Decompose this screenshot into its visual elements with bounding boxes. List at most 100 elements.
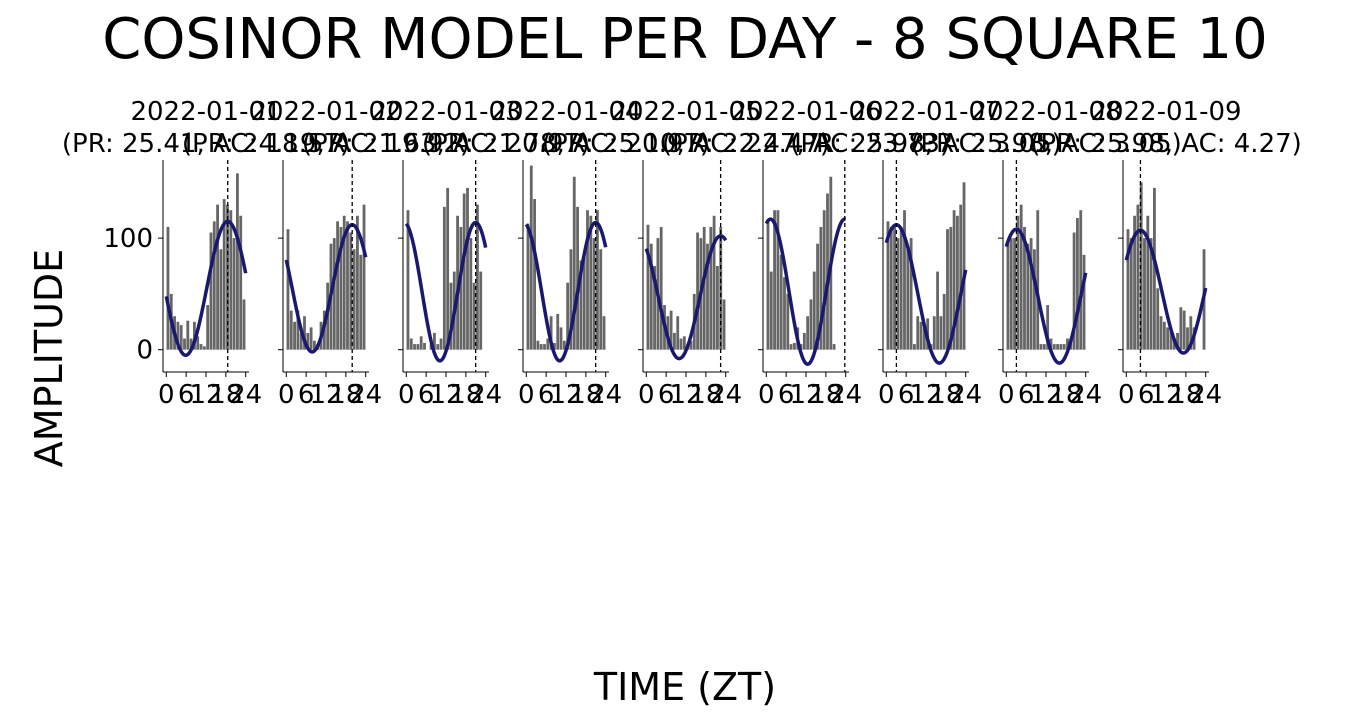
activity-bar <box>409 338 413 350</box>
activity-bar <box>166 226 170 350</box>
x-tick-label: 0 <box>518 380 535 410</box>
activity-bar <box>286 229 290 350</box>
x-tick-label: 18 <box>689 380 722 410</box>
activity-bar <box>806 316 810 350</box>
x-tick-label: 6 <box>898 380 915 410</box>
activity-bar <box>1029 238 1033 350</box>
activity-bar <box>313 340 316 350</box>
activity-bar <box>1159 316 1163 350</box>
x-tick-label: 12 <box>549 380 582 410</box>
panel-pr-ac-subtitle: (PR: 22.47, AC: 23.73) <box>662 129 950 159</box>
activity-bar <box>472 282 476 350</box>
x-tick-label: 0 <box>758 380 775 410</box>
activity-bar <box>1149 238 1153 350</box>
activity-bar <box>896 238 900 350</box>
activity-bar <box>206 305 210 350</box>
x-tick-label: 6 <box>538 380 555 410</box>
activity-bar <box>1049 338 1053 350</box>
panel-date-title: 2022-01-08 <box>970 97 1121 127</box>
cosinor-fit-line <box>164 219 248 357</box>
activity-bar <box>1189 316 1193 350</box>
activity-bar <box>586 210 589 350</box>
activity-bar <box>1179 307 1183 350</box>
activity-bar <box>582 254 586 350</box>
activity-bar <box>783 277 786 350</box>
activity-bar <box>786 293 790 350</box>
activity-bar <box>183 338 186 350</box>
activity-bar <box>202 346 206 350</box>
panel-date-title: 2022-01-04 <box>490 97 641 127</box>
activity-bar <box>659 226 663 350</box>
activity-bar <box>419 336 423 350</box>
panel-pr-ac-subtitle: (PR: 25.98, AC: 3.05) <box>910 129 1182 159</box>
activity-bar <box>1136 204 1140 350</box>
x-tick-label: 12 <box>1149 380 1182 410</box>
activity-bar <box>239 215 243 350</box>
activity-bar <box>466 187 469 350</box>
activity-bar <box>236 173 239 350</box>
activity-bar <box>673 332 676 350</box>
x-tick-label: 18 <box>929 380 962 410</box>
x-tick-label: 24 <box>949 380 982 410</box>
activity-bar <box>649 243 653 350</box>
activity-bar <box>822 210 826 350</box>
activity-bar <box>449 282 453 350</box>
activity-bar <box>476 204 479 350</box>
activity-bar <box>766 221 770 350</box>
activity-bar <box>549 316 553 350</box>
activity-bar <box>416 344 420 350</box>
activity-bar <box>459 226 463 350</box>
activity-bar <box>1146 215 1150 350</box>
activity-bar <box>209 232 213 350</box>
x-tick-label: 0 <box>878 380 895 410</box>
panel-pr-ac-subtitle: (PR: 25.98, AC: 4.27) <box>1030 129 1302 159</box>
activity-bar <box>299 332 303 350</box>
activity-bar <box>932 316 936 350</box>
activity-bar <box>1072 232 1076 350</box>
activity-bar <box>946 229 949 350</box>
activity-bar <box>689 340 693 350</box>
x-tick-label: 6 <box>1138 380 1155 410</box>
activity-bar <box>793 342 796 350</box>
activity-bar <box>569 249 573 350</box>
activity-bar <box>336 221 339 350</box>
x-tick-label: 18 <box>1049 380 1082 410</box>
activity-bar <box>1139 182 1143 350</box>
activity-bar <box>442 206 446 350</box>
activity-bar <box>406 210 410 350</box>
activity-bar <box>356 215 359 350</box>
activity-bar <box>232 238 236 350</box>
panel-date-title: 2022-01-03 <box>370 97 521 127</box>
activity-bar <box>812 271 816 350</box>
activity-bar <box>526 223 530 350</box>
activity-bar <box>556 313 560 350</box>
x-tick-label: 24 <box>1189 380 1222 410</box>
activity-bar <box>886 221 890 350</box>
activity-bar <box>956 215 959 350</box>
activity-bar <box>346 221 349 350</box>
panel-date-title: 2022-01-05 <box>610 97 761 127</box>
panel-date-title: 2022-01-06 <box>730 97 881 127</box>
activity-bar <box>1143 238 1146 350</box>
activity-bar <box>179 325 183 350</box>
activity-bar <box>599 249 603 350</box>
activity-bar <box>696 232 699 350</box>
activity-bar <box>1046 305 1050 350</box>
activity-bar <box>1133 215 1136 350</box>
activity-bar <box>199 344 203 350</box>
activity-bar <box>576 206 579 350</box>
activity-bar <box>536 340 540 350</box>
activity-bar <box>889 226 893 350</box>
x-tick-label: 0 <box>1118 380 1135 410</box>
activity-bar <box>229 210 233 350</box>
activity-bar <box>1052 344 1056 350</box>
activity-bar <box>529 165 533 350</box>
activity-bar <box>469 238 473 350</box>
x-tick-label: 6 <box>418 380 435 410</box>
activity-bar <box>592 238 596 350</box>
panel-date-title: 2022-01-09 <box>1090 97 1241 127</box>
